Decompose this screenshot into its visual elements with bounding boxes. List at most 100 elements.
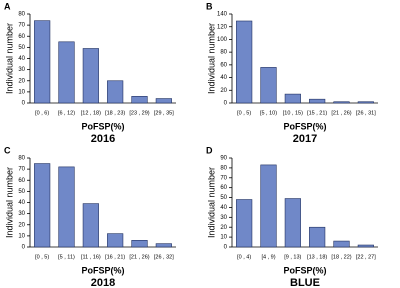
- y-tick-label: 30: [18, 211, 25, 217]
- bar: [309, 98, 326, 104]
- bar: [155, 243, 172, 248]
- y-tick-label: 30: [220, 215, 227, 221]
- bar: [34, 20, 51, 104]
- y-tick-label: 40: [220, 75, 227, 81]
- y-tick-label: 60: [18, 178, 25, 184]
- panel-label: C: [4, 145, 11, 155]
- y-tick-label: 80: [220, 50, 227, 56]
- y-tick-label: 140: [217, 12, 228, 18]
- bar: [333, 240, 350, 248]
- x-tick-label: [9 , 13): [284, 254, 301, 260]
- x-tick-label: [5 , 11): [58, 254, 75, 260]
- x-tick-label: [26 , 31]: [356, 110, 376, 116]
- panel-label: A: [4, 1, 11, 11]
- bar: [357, 244, 374, 248]
- y-tick-label: 10: [220, 235, 227, 241]
- y-tick-label: 20: [18, 222, 25, 228]
- y-axis-label: Individual number: [4, 23, 14, 94]
- y-tick-label: 10: [18, 233, 25, 239]
- y-tick-label: 0: [22, 245, 26, 251]
- x-tick-label: [18 , 23): [105, 110, 125, 116]
- y-tick-label: 30: [18, 67, 25, 73]
- y-tick-label: 50: [18, 189, 25, 195]
- x-tick-label: [26 , 32]: [154, 254, 174, 260]
- panel: A Individual number PoFSP(%) 2016 0 10 20 30 40 5…: [4, 1, 176, 145]
- bar: [107, 80, 124, 104]
- bar: [284, 198, 301, 248]
- y-axis-label: Individual number: [206, 23, 216, 94]
- y-tick-label: 60: [220, 185, 227, 191]
- bar: [34, 163, 51, 248]
- y-tick-label: 0: [224, 101, 228, 107]
- x-axis-label: PoFSP(%): [81, 265, 124, 275]
- x-tick-label: [4 , 9): [261, 254, 275, 260]
- y-tick-label: 80: [18, 156, 25, 162]
- bar: [58, 166, 75, 248]
- panel-label: D: [206, 145, 213, 155]
- bar: [107, 233, 124, 248]
- y-tick-label: 20: [220, 225, 227, 231]
- panel: C Individual number PoFSP(%) 2018 0 10 20 30 40 5…: [4, 145, 176, 288]
- bar: [155, 98, 172, 104]
- bar: [82, 48, 99, 104]
- bar: [82, 203, 99, 248]
- y-tick-label: 0: [22, 101, 26, 107]
- y-tick-label: 40: [220, 205, 227, 211]
- x-tick-label: [12 , 18): [81, 110, 101, 116]
- y-tick-label: 90: [220, 156, 227, 162]
- y-axis-label: Individual number: [4, 167, 14, 238]
- panel: B Individual number PoFSP(%) 2017 0 20 40 60 80 1…: [206, 1, 378, 145]
- x-tick-label: [22 , 27]: [356, 254, 376, 260]
- x-tick-label: [29 , 35]: [154, 110, 174, 116]
- x-tick-label: [13 , 18): [307, 254, 327, 260]
- x-axis-label: PoFSP(%): [283, 121, 326, 131]
- x-tick-label: [0 , 5): [237, 110, 251, 116]
- y-tick-label: 70: [18, 167, 25, 173]
- x-axis-label: PoFSP(%): [81, 121, 124, 131]
- x-tick-label: [0 , 6): [35, 110, 49, 116]
- subtitle: 2018: [91, 277, 115, 288]
- y-tick-label: 120: [217, 24, 228, 30]
- bar: [236, 199, 253, 248]
- bar: [284, 93, 301, 104]
- y-tick-label: 20: [18, 78, 25, 84]
- subtitle: 2017: [293, 133, 317, 145]
- panel-label: B: [206, 1, 213, 11]
- y-axis-label: Individual number: [206, 167, 216, 238]
- subtitle: 2016: [91, 133, 115, 145]
- bar: [260, 67, 277, 104]
- bar: [333, 101, 350, 104]
- y-tick-label: 80: [220, 165, 227, 171]
- x-tick-label: [21 , 26): [129, 254, 149, 260]
- x-tick-label: [23 , 29): [129, 110, 149, 116]
- y-tick-label: 60: [220, 62, 227, 68]
- x-tick-label: [10 , 15): [283, 110, 303, 116]
- x-tick-label: [11 , 16): [81, 254, 101, 260]
- bar: [131, 96, 148, 104]
- panel: D Individual number PoFSP(%) BLUE 0 10 20 30 40 5…: [206, 145, 378, 288]
- x-tick-label: [18 , 22): [331, 254, 351, 260]
- x-tick-label: [15 , 21): [307, 110, 327, 116]
- bar: [357, 101, 374, 104]
- x-axis-label: PoFSP(%): [283, 265, 326, 275]
- bar: [236, 20, 253, 104]
- y-tick-label: 70: [18, 23, 25, 29]
- y-tick-label: 70: [220, 175, 227, 181]
- y-tick-label: 40: [18, 56, 25, 62]
- y-tick-label: 80: [18, 12, 25, 18]
- bar: [309, 226, 326, 248]
- x-tick-label: [16 , 21): [105, 254, 125, 260]
- x-tick-label: [6 , 12): [58, 110, 75, 116]
- x-tick-label: [0 , 5): [35, 254, 49, 260]
- y-tick-label: 10: [18, 89, 25, 95]
- y-tick-label: 60: [18, 34, 25, 40]
- bar: [58, 41, 75, 104]
- y-tick-label: 20: [220, 88, 227, 94]
- subtitle: BLUE: [290, 277, 320, 288]
- x-tick-label: [21 , 26): [331, 110, 351, 116]
- y-tick-label: 50: [220, 195, 227, 201]
- y-tick-label: 50: [18, 45, 25, 51]
- y-tick-label: 40: [18, 200, 25, 206]
- bar: [131, 240, 148, 248]
